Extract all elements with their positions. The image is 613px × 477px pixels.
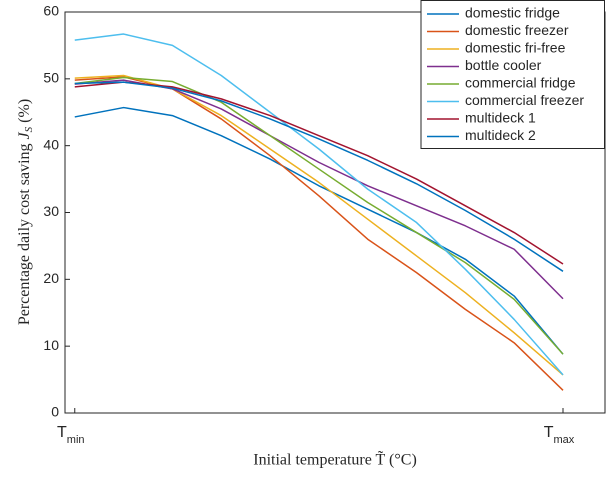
legend-label: domestic fri-free	[465, 40, 566, 56]
legend-label: multideck 2	[465, 127, 536, 143]
data-line	[74, 74, 564, 376]
legend-label: commercial freezer	[465, 92, 584, 108]
x-tick-sub: max	[554, 434, 575, 446]
x-tick-label: Tmin	[57, 424, 85, 446]
legend-label: commercial fridge	[465, 75, 576, 91]
x-tick-main: T	[544, 424, 554, 441]
y-tick-label: 20	[43, 270, 59, 286]
data-line	[74, 76, 564, 355]
legend-box	[420, 0, 605, 149]
legend-label: bottle cooler	[465, 57, 542, 73]
data-line	[74, 106, 564, 355]
y-tick-label: 0	[51, 404, 59, 420]
y-label-symbol: J	[16, 131, 33, 139]
y-tick-label: 50	[43, 70, 59, 86]
x-tick-sub: min	[67, 434, 85, 446]
y-tick-label: 10	[43, 337, 59, 353]
y-axis-label: Percentage daily cost saving JS (%)	[16, 99, 35, 325]
data-line	[74, 33, 564, 376]
x-axis-label: Initial temperature T̃ (°C)	[253, 451, 417, 469]
legend-label: domestic fridge	[465, 5, 560, 21]
y-label-text: Percentage daily cost saving	[16, 139, 33, 325]
x-tick-label: Tmax	[544, 424, 575, 446]
y-tick-label: 60	[43, 3, 59, 19]
y-label-unit: (%)	[16, 99, 33, 127]
y-tick-label: 30	[43, 203, 59, 219]
legend-label: domestic freezer	[465, 22, 569, 38]
y-tick-label: 40	[43, 136, 59, 152]
legend-label: multideck 1	[465, 110, 536, 126]
x-tick-main: T	[57, 424, 67, 441]
data-line	[74, 81, 564, 265]
y-label-sub: S	[23, 126, 35, 132]
data-line	[74, 81, 564, 272]
